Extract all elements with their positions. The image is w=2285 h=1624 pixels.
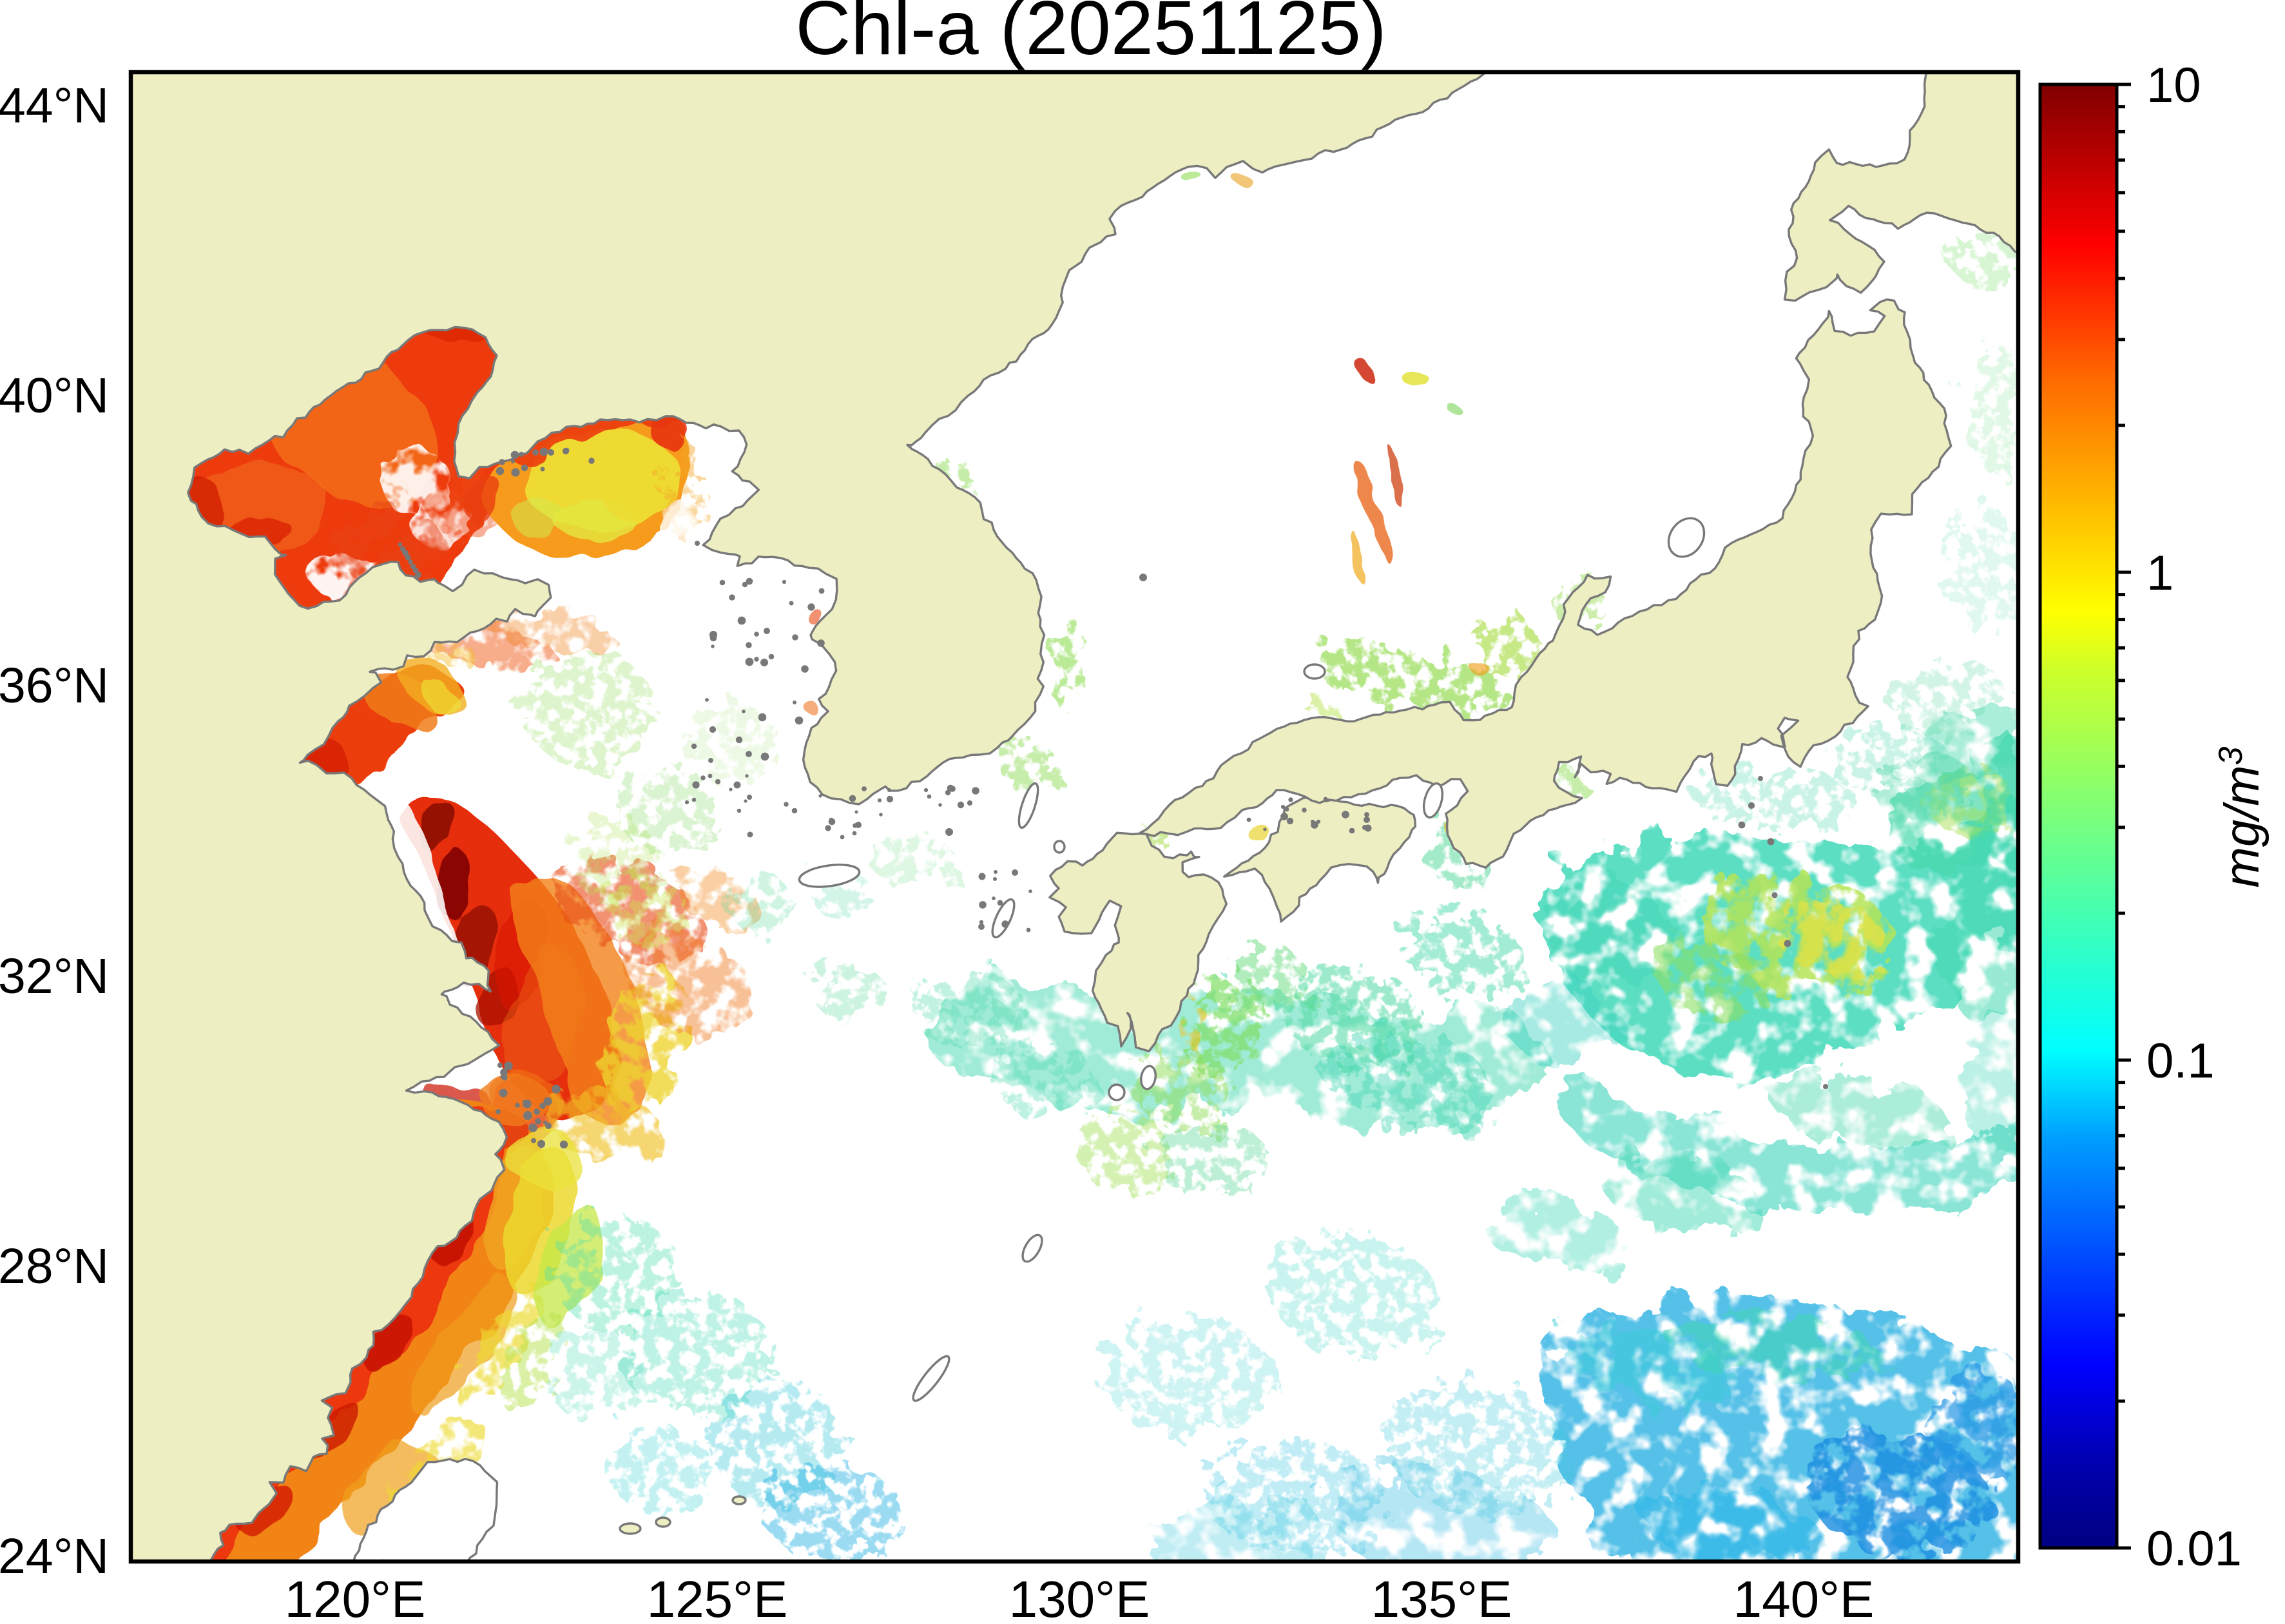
svg-text:Chl-a (20251125): Chl-a (20251125) bbox=[795, 0, 1386, 71]
svg-text:28°N: 28°N bbox=[0, 1239, 109, 1294]
svg-text:130°E: 130°E bbox=[1009, 1571, 1150, 1624]
svg-text:120°E: 120°E bbox=[285, 1571, 426, 1624]
svg-text:40°N: 40°N bbox=[0, 368, 109, 423]
svg-text:44°N: 44°N bbox=[0, 78, 109, 133]
svg-text:0.1: 0.1 bbox=[2146, 1034, 2215, 1088]
svg-text:135°E: 135°E bbox=[1371, 1571, 1512, 1624]
svg-text:24°N: 24°N bbox=[0, 1529, 109, 1584]
svg-text:mg/m3: mg/m3 bbox=[2212, 746, 2270, 887]
svg-text:32°N: 32°N bbox=[0, 949, 109, 1004]
svg-text:0.01: 0.01 bbox=[2146, 1522, 2242, 1576]
svg-text:10: 10 bbox=[2146, 58, 2201, 113]
svg-text:36°N: 36°N bbox=[0, 658, 109, 713]
svg-text:125°E: 125°E bbox=[647, 1571, 788, 1624]
svg-text:140°E: 140°E bbox=[1733, 1571, 1875, 1624]
svg-text:1: 1 bbox=[2146, 546, 2174, 601]
